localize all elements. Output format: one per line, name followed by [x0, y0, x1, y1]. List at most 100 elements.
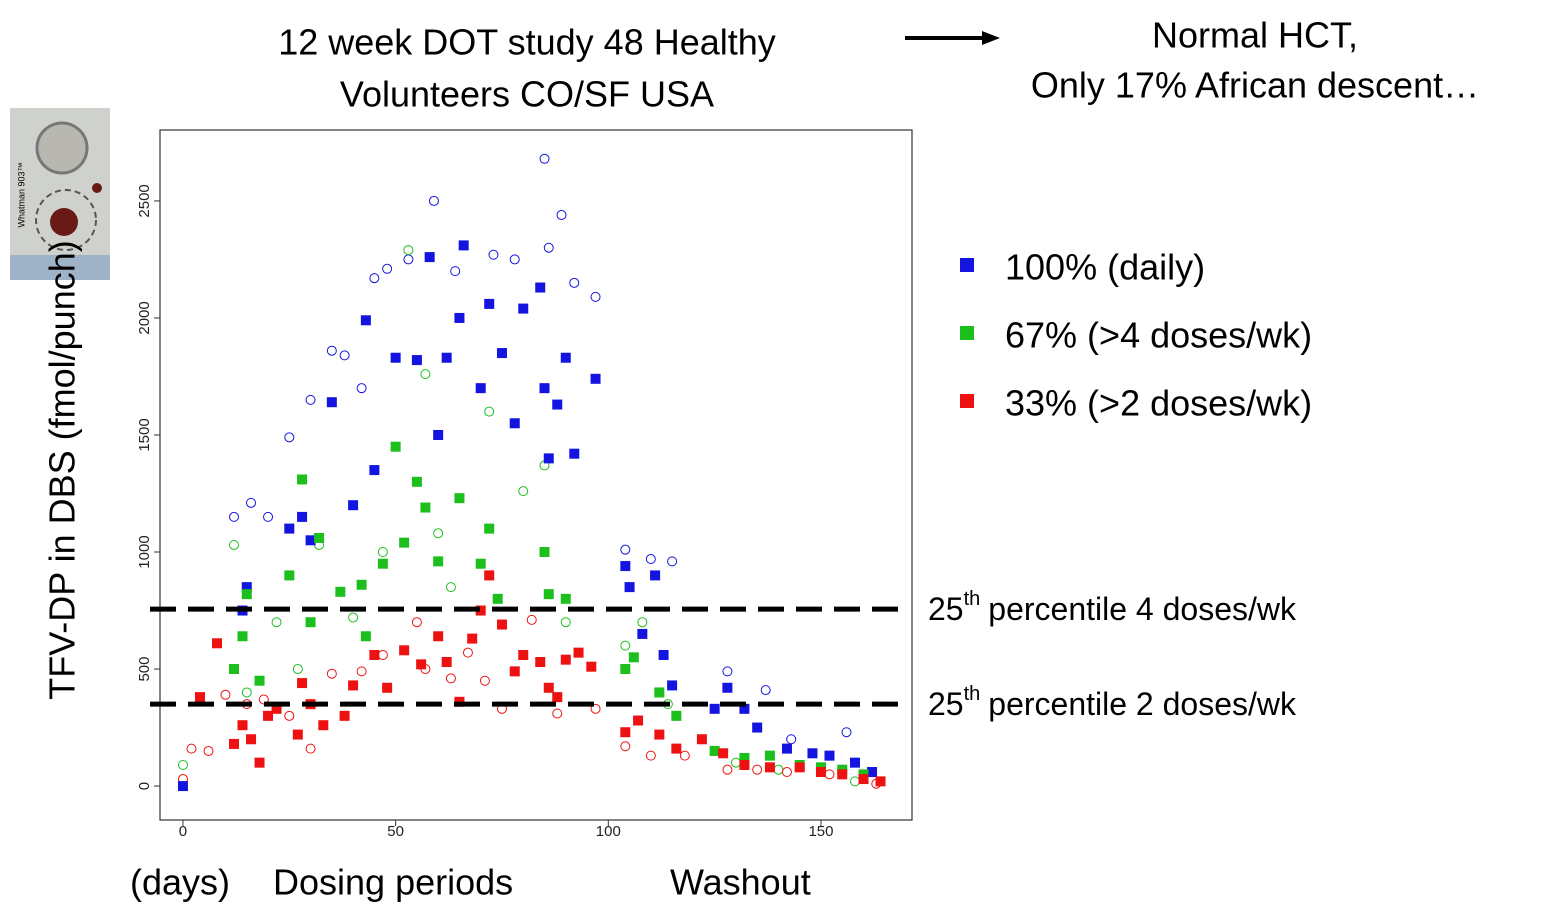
- open-point: [272, 618, 281, 627]
- point: [765, 762, 775, 772]
- point: [297, 474, 307, 484]
- point: [255, 676, 265, 686]
- point: [510, 666, 520, 676]
- open-point: [370, 274, 379, 283]
- open-point: [527, 615, 536, 624]
- open-point: [680, 751, 689, 760]
- open-point: [561, 618, 570, 627]
- point: [297, 678, 307, 688]
- reference-suffix: th: [964, 683, 981, 705]
- open-point: [285, 433, 294, 442]
- open-point: [851, 777, 860, 786]
- point: [229, 664, 239, 674]
- point: [620, 727, 630, 737]
- point: [433, 556, 443, 566]
- open-point: [621, 641, 630, 650]
- point: [255, 758, 265, 768]
- open-point: [451, 267, 460, 276]
- point: [327, 397, 337, 407]
- open-point: [357, 667, 366, 676]
- point: [667, 680, 677, 690]
- point: [569, 449, 579, 459]
- point: [340, 711, 350, 721]
- point: [306, 535, 316, 545]
- open-point: [544, 243, 553, 252]
- point: [454, 493, 464, 503]
- open-point: [293, 665, 302, 674]
- point: [369, 650, 379, 660]
- point: [561, 655, 571, 665]
- y-tick-label: 1500: [136, 418, 153, 451]
- point: [442, 353, 452, 363]
- point: [318, 720, 328, 730]
- point: [637, 629, 647, 639]
- point: [246, 734, 256, 744]
- y-axis-label: TFV-DP in DBS (fmol/punch): [42, 240, 83, 699]
- open-point: [557, 210, 566, 219]
- x-axis-label: Dosing periods: [273, 862, 513, 903]
- point: [382, 683, 392, 693]
- point: [625, 582, 635, 592]
- point: [242, 589, 252, 599]
- point: [586, 662, 596, 672]
- point: [399, 645, 409, 655]
- point: [591, 374, 601, 384]
- open-point: [285, 711, 294, 720]
- point: [629, 652, 639, 662]
- point: [574, 648, 584, 658]
- point: [859, 774, 869, 784]
- point: [867, 767, 877, 777]
- point: [544, 453, 554, 463]
- y-tick-label: 1000: [136, 535, 153, 568]
- open-point: [723, 667, 732, 676]
- open-point: [787, 735, 796, 744]
- point: [654, 687, 664, 697]
- point: [476, 383, 486, 393]
- point: [412, 477, 422, 487]
- open-point: [668, 557, 677, 566]
- point: [229, 739, 239, 749]
- point: [484, 570, 494, 580]
- point: [348, 680, 358, 690]
- open-point: [378, 650, 387, 659]
- point: [850, 758, 860, 768]
- open-point: [774, 765, 783, 774]
- reference-text: percentile 2 doses/wk: [988, 687, 1297, 723]
- point: [535, 283, 545, 293]
- slide: Whatman 903™ 12 week DOT study 48 Health…: [0, 0, 1564, 915]
- open-point: [485, 407, 494, 416]
- blood-spot: [50, 208, 78, 236]
- open-point: [187, 744, 196, 753]
- point: [697, 734, 707, 744]
- point: [654, 730, 664, 740]
- point: [442, 657, 452, 667]
- point: [378, 559, 388, 569]
- open-point: [421, 370, 430, 379]
- open-point: [646, 555, 655, 564]
- legend-label: 33% (>2 doses/wk): [1005, 383, 1312, 424]
- open-point: [204, 746, 213, 755]
- reference-number: 25: [928, 592, 964, 628]
- open-point: [570, 278, 579, 287]
- point: [497, 348, 507, 358]
- point: [433, 430, 443, 440]
- open-point: [446, 674, 455, 683]
- open-point: [264, 512, 273, 521]
- legend-marker: [960, 258, 974, 272]
- point: [467, 634, 477, 644]
- open-point: [404, 246, 413, 255]
- open-point: [723, 765, 732, 774]
- open-point: [638, 618, 647, 627]
- point: [837, 769, 847, 779]
- point: [433, 631, 443, 641]
- point: [263, 711, 273, 721]
- open-point: [510, 255, 519, 264]
- point: [476, 559, 486, 569]
- open-point: [480, 676, 489, 685]
- point: [620, 561, 630, 571]
- open-point: [349, 613, 358, 622]
- blood-spot: [92, 183, 102, 193]
- open-point: [591, 292, 600, 301]
- point: [540, 547, 550, 557]
- legend-label: 67% (>4 doses/wk): [1005, 315, 1312, 356]
